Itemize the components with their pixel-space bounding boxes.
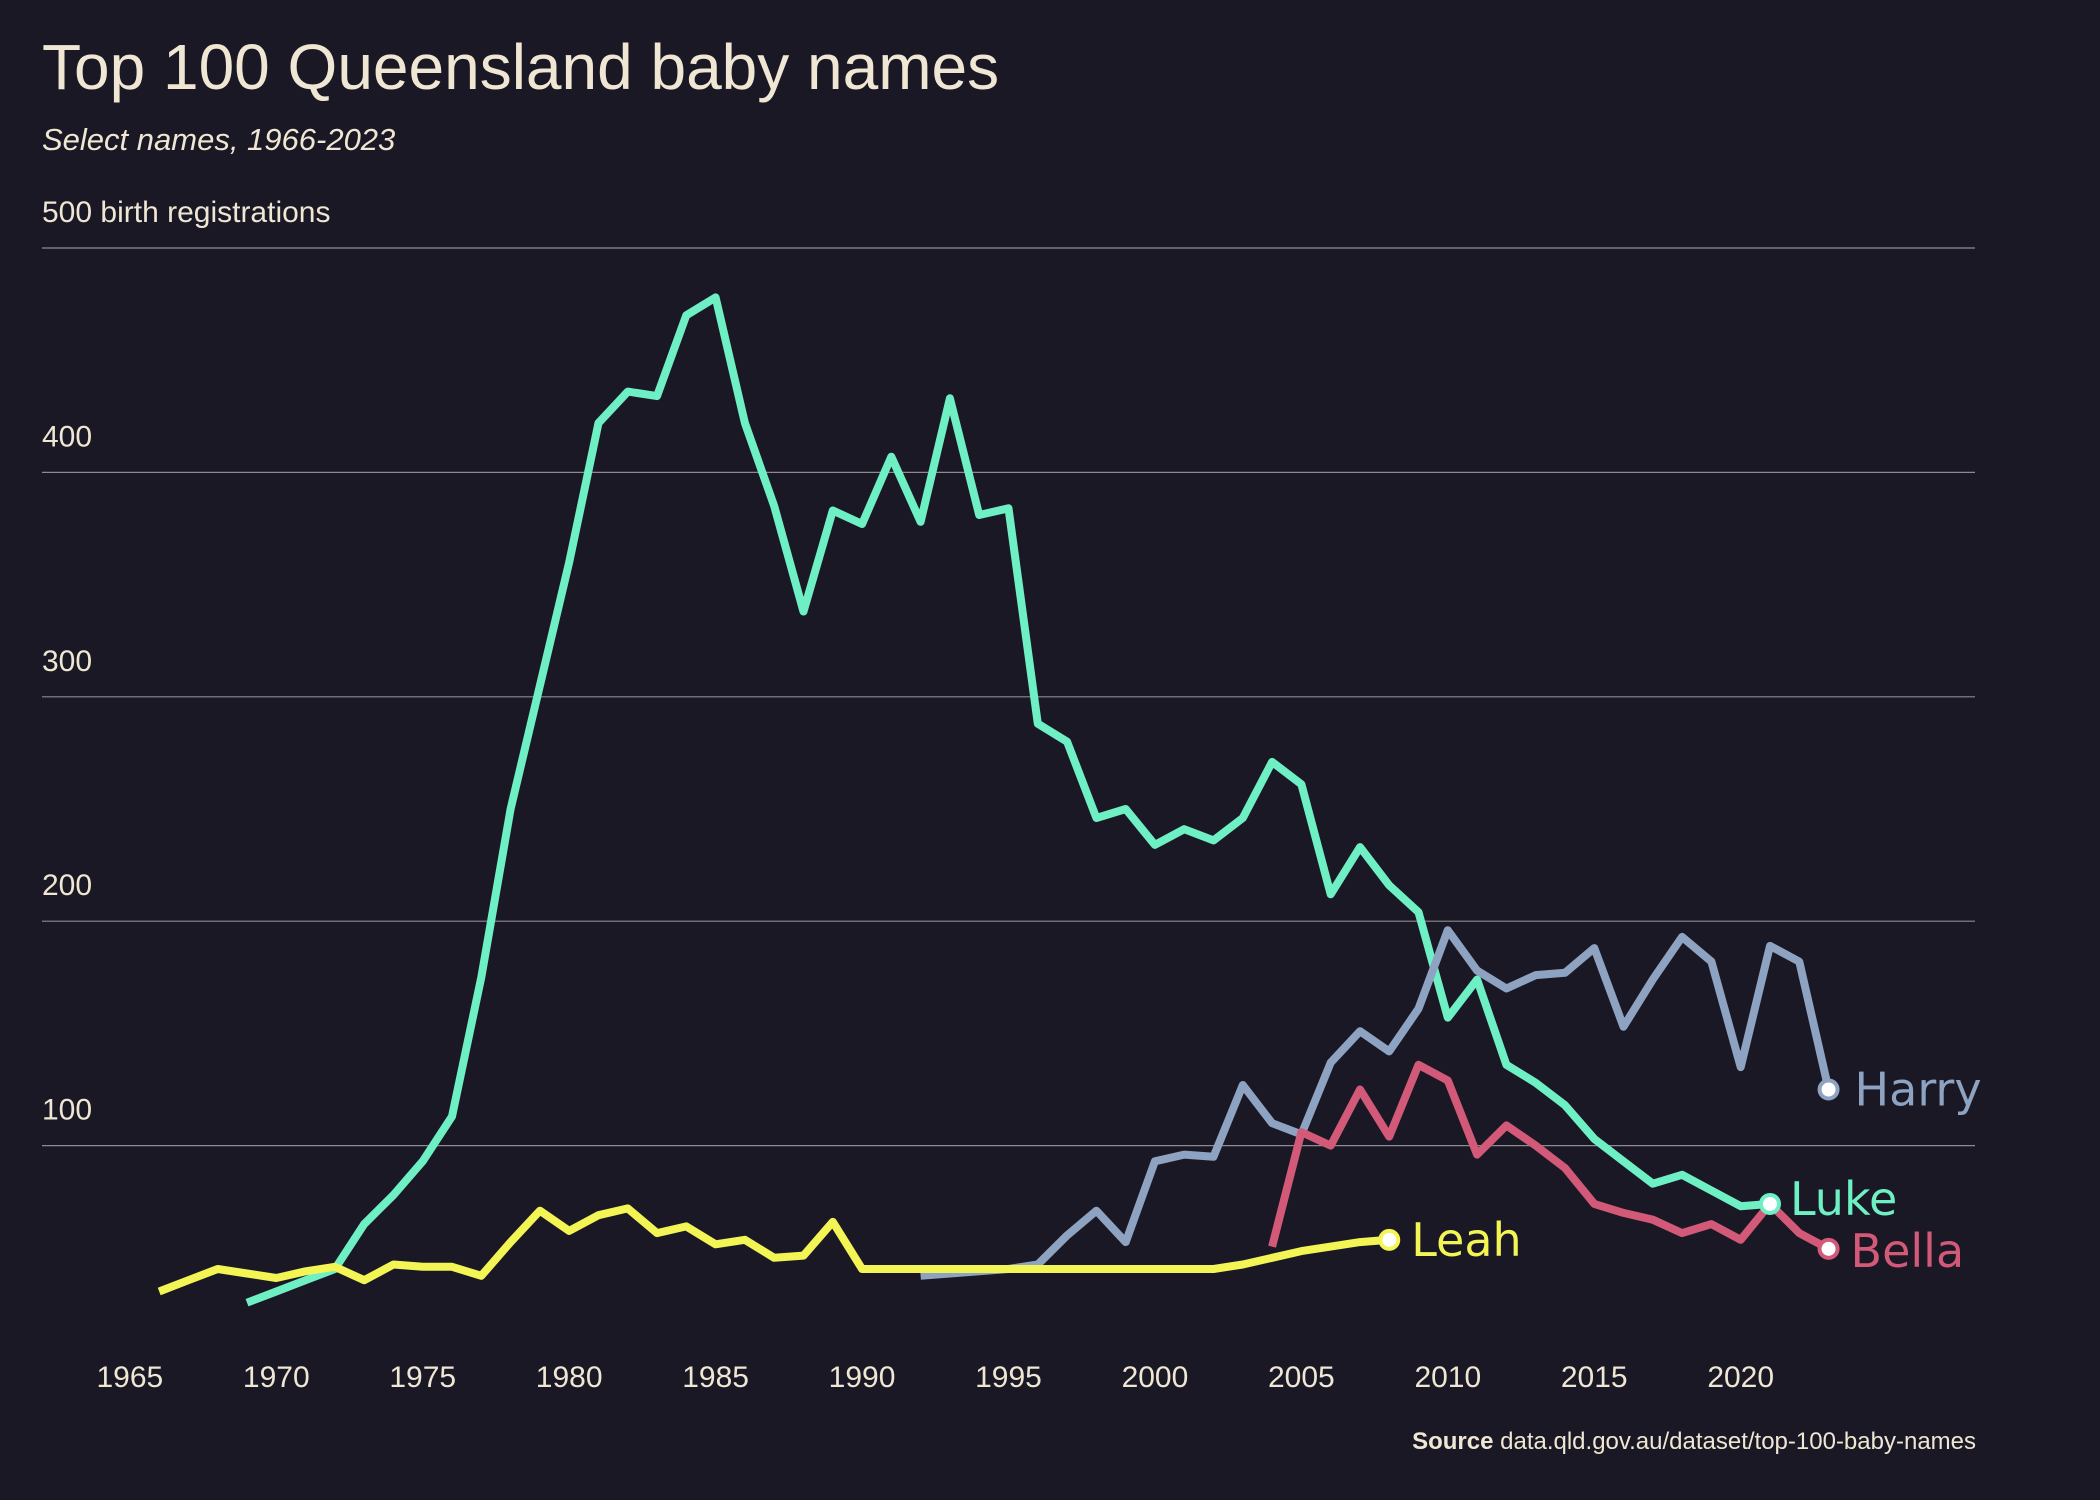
series-line-luke	[245, 293, 1771, 1307]
gridlines	[42, 247, 1975, 1147]
y-tick-label-100: 100	[42, 1094, 92, 1127]
series-end-point-bella	[1817, 1237, 1840, 1260]
x-tick-label-2010: 2010	[1414, 1361, 1481, 1394]
series-label-bella: Bella	[1851, 1224, 1965, 1278]
x-tick-label-2015: 2015	[1561, 1361, 1628, 1394]
series-label-leah: Leah	[1411, 1213, 1521, 1267]
y-axis-tick-labels: 100 200 300 400 500 birth registrations	[42, 196, 331, 1127]
y-tick-label-400: 400	[42, 420, 92, 453]
x-tick-label-1985: 1985	[682, 1361, 749, 1394]
x-tick-label-1980: 1980	[536, 1361, 603, 1394]
source-label: Source	[1412, 1428, 1494, 1455]
series-lines	[157, 293, 1833, 1307]
x-tick-label-1995: 1995	[975, 1361, 1042, 1394]
y-tick-label-200: 200	[42, 869, 92, 902]
series-label-luke: Luke	[1790, 1172, 1897, 1226]
series-labels: Luke Harry Bella Leah	[1378, 1063, 1982, 1278]
source-text: data.qld.gov.au/dataset/top-100-baby-nam…	[1500, 1428, 1976, 1455]
x-tick-label-2020: 2020	[1707, 1361, 1774, 1394]
chart-title: Top 100 Queensland baby names	[42, 31, 1000, 103]
series-line-harry	[920, 926, 1833, 1280]
series-end-point-leah	[1378, 1228, 1401, 1251]
chart-subtitle: Select names, 1966-2023	[42, 122, 396, 157]
x-tick-label-2005: 2005	[1268, 1361, 1335, 1394]
x-tick-label-1990: 1990	[829, 1361, 896, 1394]
series-end-point-harry	[1817, 1078, 1840, 1101]
series-end-point-luke	[1758, 1192, 1781, 1215]
x-axis-tick-labels: 1965 1970 1975 1980 1985 1990 1995 2000 2005 2010…	[96, 1361, 1774, 1394]
y-tick-label-300: 300	[42, 645, 92, 678]
series-label-harry: Harry	[1855, 1063, 1982, 1117]
x-tick-label-1975: 1975	[389, 1361, 456, 1394]
x-tick-label-2000: 2000	[1122, 1361, 1189, 1394]
series-line-leah	[157, 1204, 1390, 1296]
x-tick-label-1970: 1970	[243, 1361, 310, 1394]
source-note: Source data.qld.gov.au/dataset/top-100-b…	[1412, 1428, 1976, 1456]
x-tick-label-1965: 1965	[96, 1361, 163, 1394]
y-tick-label-500: 500 birth registrations	[42, 196, 331, 229]
series-line-bella	[1268, 1060, 1831, 1253]
